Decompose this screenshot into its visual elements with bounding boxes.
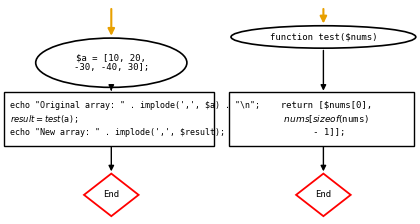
Text: return [$nums[0],
  $nums[sizeof($nums)
   - 1]];: return [$nums[0], $nums[sizeof($nums) - … bbox=[270, 101, 373, 137]
Ellipse shape bbox=[36, 38, 187, 87]
Ellipse shape bbox=[231, 26, 416, 48]
Text: End: End bbox=[103, 190, 119, 199]
Text: End: End bbox=[315, 190, 331, 199]
FancyBboxPatch shape bbox=[4, 92, 214, 146]
FancyBboxPatch shape bbox=[229, 92, 414, 146]
Polygon shape bbox=[84, 174, 139, 216]
Text: echo "Original array: " . implode(',', $a) . "\n";
$result = test($a);
echo "New: echo "Original array: " . implode(',', $… bbox=[10, 101, 260, 137]
Text: function test($nums): function test($nums) bbox=[270, 32, 377, 41]
Text: $a = [10, 20,
-30, -40, 30];: $a = [10, 20, -30, -40, 30]; bbox=[74, 53, 149, 72]
Polygon shape bbox=[296, 174, 351, 216]
